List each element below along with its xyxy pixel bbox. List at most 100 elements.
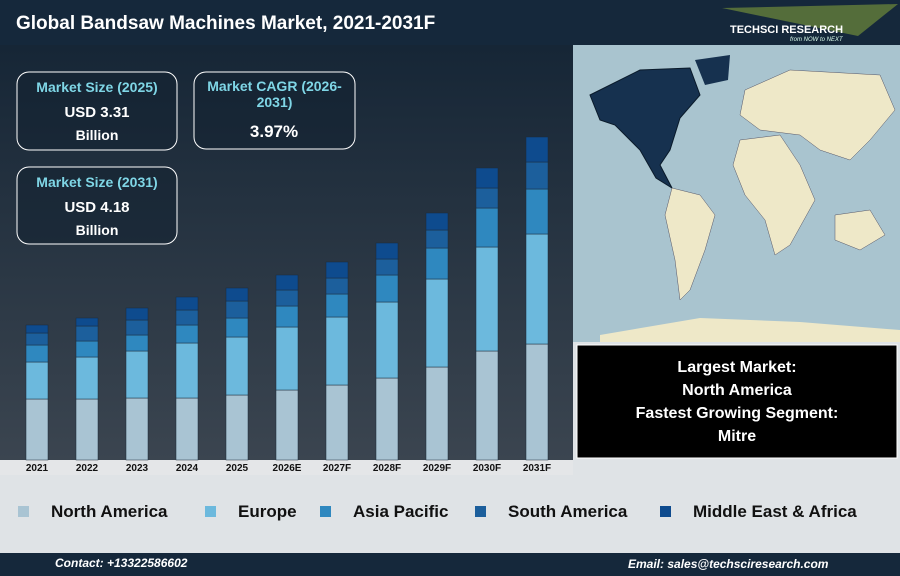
logo-mark <box>722 4 898 36</box>
bar-segment <box>75 356 99 400</box>
info-label: Market CAGR (2026-2031) <box>207 78 342 110</box>
x-tick-label: 2029F <box>423 463 451 474</box>
callout-line: Mitre <box>718 428 756 445</box>
bar-segment <box>25 344 49 363</box>
bar-segment <box>125 307 149 321</box>
bar-segment <box>325 384 349 461</box>
legend-swatch <box>18 506 29 517</box>
bar-segment <box>275 326 299 391</box>
bar-segment <box>75 317 99 327</box>
info-label-wrap: Market CAGR (2026-2031) <box>207 78 342 110</box>
antarctica <box>600 318 900 342</box>
bar-segment <box>525 188 549 235</box>
info-box <box>193 71 356 150</box>
x-tick-label: 2025 <box>226 463 249 474</box>
bar-segment <box>225 287 249 302</box>
bar-segment <box>375 377 399 461</box>
bar-segment <box>125 397 149 461</box>
x-tick-label: 2026E <box>273 463 302 474</box>
bar-segment <box>425 247 449 280</box>
bar-segment <box>225 394 249 461</box>
bar-segment <box>525 161 549 190</box>
info-value: USD 3.31 <box>64 104 129 121</box>
greenland <box>695 55 730 85</box>
bar-segment <box>125 319 149 336</box>
bar-segment <box>375 274 399 303</box>
info-unit: Billion <box>76 222 119 238</box>
bar-segment <box>175 309 199 326</box>
x-tick-label: 2023 <box>126 463 149 474</box>
bar-segment <box>425 278 449 368</box>
legend-label: North America <box>51 502 168 521</box>
bar-segment <box>325 316 349 386</box>
bar-segment <box>175 342 199 399</box>
chart-title: Global Bandsaw Machines Market, 2021-203… <box>16 13 435 34</box>
bar-segment <box>475 187 499 209</box>
bar-segment <box>75 325 99 342</box>
callout-line: Fastest Growing Segment: <box>636 405 839 422</box>
bar-segment <box>225 336 249 396</box>
legend-swatch <box>475 506 486 517</box>
x-tick-label: 2022 <box>76 463 99 474</box>
bar-segment <box>275 274 299 291</box>
bar-segment <box>175 324 199 344</box>
callout-line: North America <box>682 382 792 399</box>
legend-swatch <box>320 506 331 517</box>
bar-segment <box>75 398 99 461</box>
bar-segment <box>475 350 499 461</box>
info-unit: Billion <box>76 127 119 143</box>
bar-segment <box>375 258 399 276</box>
bar-segment <box>475 246 499 352</box>
bar-segment <box>425 366 449 461</box>
x-tick-label: 2027F <box>323 463 351 474</box>
north-america <box>589 67 701 190</box>
bar-segment <box>525 343 549 461</box>
x-tick-label: 2030F <box>473 463 501 474</box>
footer-email: Email: sales@techsciresearch.com <box>628 557 829 571</box>
x-tick-label: 2028F <box>373 463 401 474</box>
bar-segment <box>325 293 349 318</box>
bar-segment <box>525 136 549 163</box>
bar-segment <box>25 332 49 346</box>
info-box <box>16 166 178 245</box>
legend-swatch <box>205 506 216 517</box>
legend-label: Europe <box>238 502 297 521</box>
info-value: 3.97% <box>250 122 298 141</box>
callout-line: Largest Market: <box>677 359 796 376</box>
bar-segment <box>125 334 149 352</box>
footer <box>0 553 900 576</box>
bar-segment <box>25 361 49 400</box>
bar-segment <box>175 296 199 311</box>
bar-segment <box>75 340 99 358</box>
footer-contact: Contact: +13322586602 <box>55 556 188 570</box>
callout-box <box>576 344 898 459</box>
bar-segment <box>275 305 299 328</box>
bar-segment <box>225 317 249 338</box>
bar-segment <box>475 207 499 248</box>
bar-segment <box>175 397 199 461</box>
bar-segment <box>475 167 499 189</box>
bar-segment <box>325 277 349 295</box>
x-tick-label: 2031F <box>523 463 551 474</box>
legend-label: Asia Pacific <box>353 502 448 521</box>
bar-segment <box>25 324 49 334</box>
info-box <box>16 71 178 151</box>
bar-segment <box>275 389 299 461</box>
africa <box>732 134 816 256</box>
bar-segment <box>125 350 149 399</box>
bar-segment <box>325 261 349 279</box>
bar-segment <box>425 229 449 249</box>
legend-label: Middle East & Africa <box>693 502 857 521</box>
info-value: USD 4.18 <box>64 199 129 216</box>
plot: 2021 2022 2023 2024 2025 2026E 2027F 2028F 2029F… <box>18 136 857 521</box>
bar-segment <box>375 242 399 260</box>
logo-tagline: from NOW to NEXT <box>790 37 844 43</box>
eurasia <box>739 69 896 161</box>
bar-segment <box>25 398 49 461</box>
axis-band <box>0 460 573 475</box>
bar-segment <box>525 233 549 345</box>
australia <box>834 209 886 251</box>
legend-swatch <box>660 506 671 517</box>
